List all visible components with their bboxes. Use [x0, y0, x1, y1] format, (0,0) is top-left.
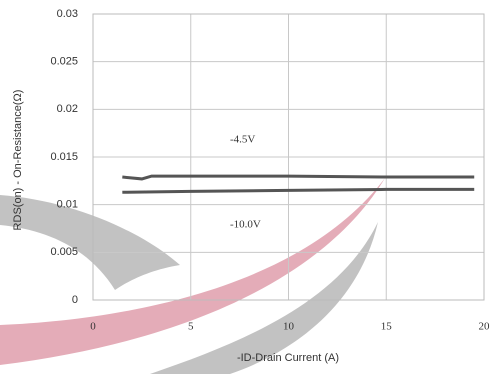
y-tick-label: 0.005 [50, 246, 78, 258]
y-tick-label: 0 [72, 294, 78, 306]
y-tick-label: 0.015 [50, 151, 78, 163]
y-tick-label: 0.03 [57, 8, 78, 20]
x-tick-label: 5 [188, 321, 194, 333]
x-axis-label: -ID-Drain Current (A) [237, 352, 339, 364]
y-axis-label: RDS(on) - On-Resistance(Ω) [12, 90, 24, 231]
chart: RDS(on) - On-Resistance(Ω) -ID-Drain Cur… [0, 0, 494, 374]
y-tick-label: 0.01 [57, 199, 78, 211]
series-line [122, 176, 474, 179]
y-tick-label: 0.025 [50, 56, 78, 68]
y-tick-label: 0.02 [57, 103, 78, 115]
series-label: -4.5V [230, 134, 255, 146]
series-label: -10.0V [230, 219, 261, 231]
x-tick-label: 10 [283, 321, 295, 333]
x-tick-label: 20 [479, 321, 491, 333]
x-tick-label: 15 [381, 321, 393, 333]
x-tick-label: 0 [90, 321, 96, 333]
series-line [122, 189, 474, 192]
